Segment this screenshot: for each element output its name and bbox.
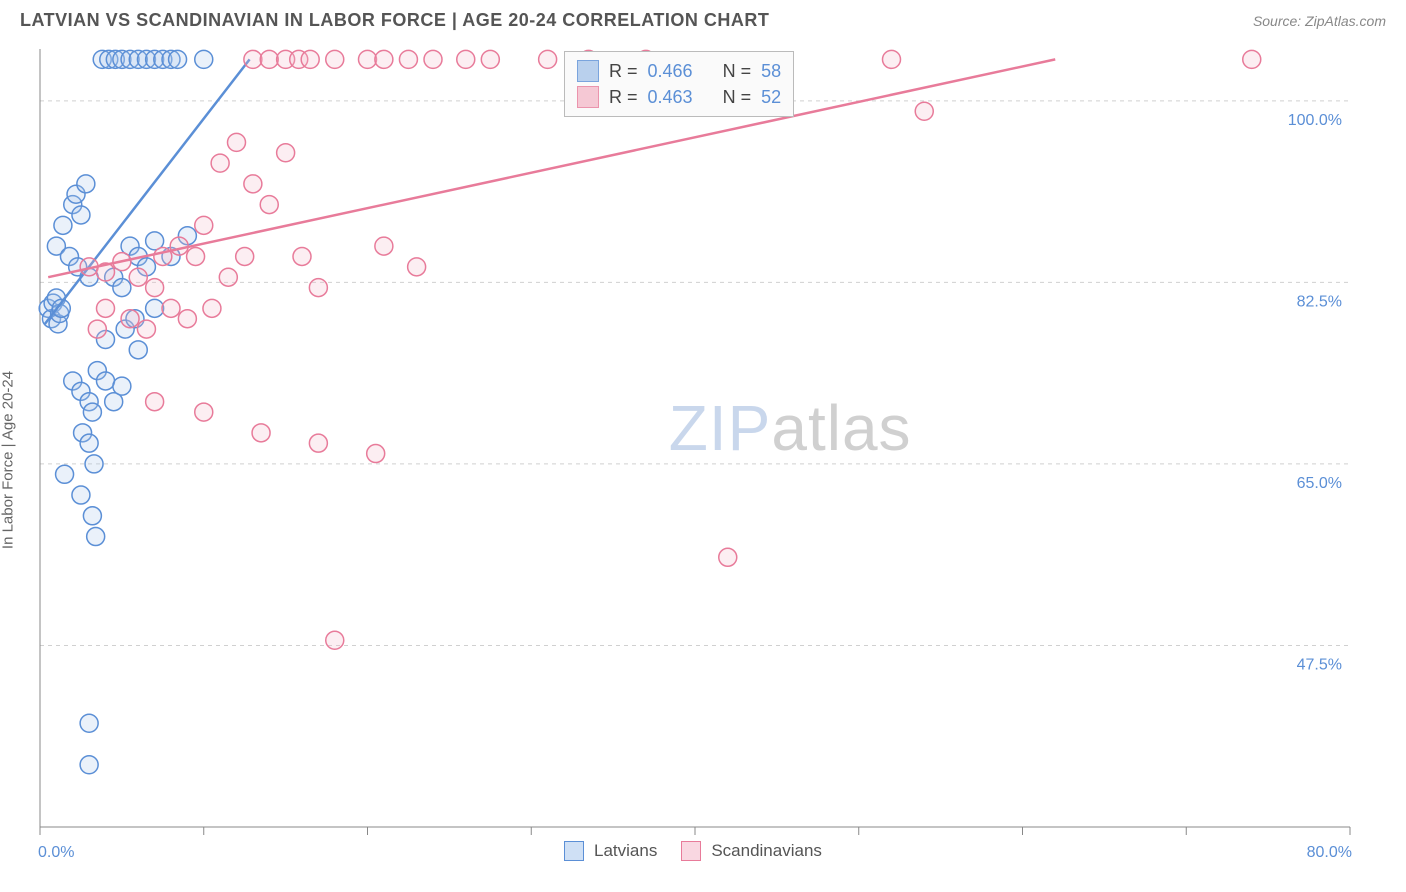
y-axis-label: In Labor Force | Age 20-24 — [0, 371, 17, 549]
stats-legend-row: R = 0.466 N = 58 — [577, 58, 781, 84]
svg-text:100.0%: 100.0% — [1288, 112, 1342, 129]
stats-r-value: 0.463 — [648, 87, 693, 108]
stats-n-label: N = — [723, 87, 752, 108]
svg-text:65.0%: 65.0% — [1297, 475, 1342, 492]
stats-n-label: N = — [723, 61, 752, 82]
stats-r-label: R = — [609, 87, 638, 108]
series-legend: Latvians Scandinavians — [564, 839, 822, 863]
chart-area: In Labor Force | Age 20-24 47.5% 65.0% 82.… — [0, 37, 1406, 883]
stats-n-value: 58 — [761, 61, 781, 82]
series-legend-label: Scandinavians — [711, 841, 822, 861]
legend-swatch — [577, 86, 599, 108]
svg-text:80.0%: 80.0% — [1307, 844, 1352, 857]
series-legend-item: Latvians — [564, 839, 657, 863]
legend-swatch — [681, 841, 701, 861]
legend-swatch — [564, 841, 584, 861]
stats-r-label: R = — [609, 61, 638, 82]
legend-swatch — [577, 60, 599, 82]
chart-title: LATVIAN VS SCANDINAVIAN IN LABOR FORCE |… — [20, 10, 769, 31]
stats-r-value: 0.466 — [648, 61, 693, 82]
svg-text:82.5%: 82.5% — [1297, 293, 1342, 310]
scatter-chart-svg: 47.5% 65.0% 82.5% 100.0% 0.0% 80.0% — [0, 37, 1406, 857]
chart-source: Source: ZipAtlas.com — [1253, 13, 1386, 29]
stats-n-value: 52 — [761, 87, 781, 108]
svg-text:0.0%: 0.0% — [38, 844, 74, 857]
series-legend-item: Scandinavians — [681, 839, 822, 863]
stats-legend: R = 0.466 N = 58 R = 0.463 N = 52 — [564, 51, 794, 117]
series-legend-label: Latvians — [594, 841, 657, 861]
stats-legend-row: R = 0.463 N = 52 — [577, 84, 781, 110]
chart-header: LATVIAN VS SCANDINAVIAN IN LABOR FORCE |… — [0, 0, 1406, 37]
svg-text:47.5%: 47.5% — [1297, 656, 1342, 673]
